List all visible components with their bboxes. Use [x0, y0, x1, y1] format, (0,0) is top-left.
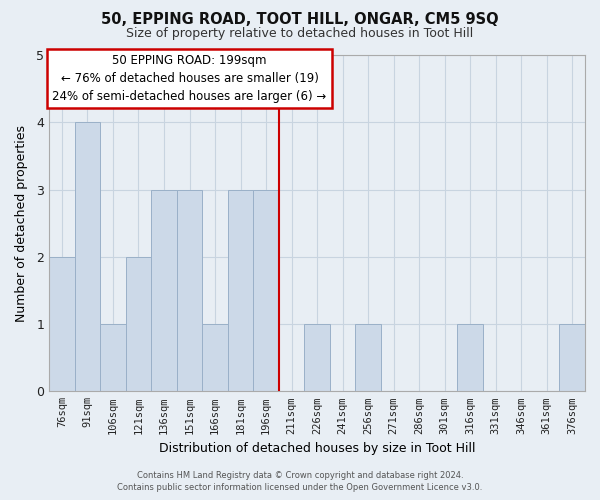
Bar — [228, 190, 253, 392]
X-axis label: Distribution of detached houses by size in Toot Hill: Distribution of detached houses by size … — [159, 442, 475, 455]
Bar — [126, 257, 151, 392]
Bar — [559, 324, 585, 392]
Bar — [75, 122, 100, 392]
Bar — [457, 324, 483, 392]
Bar — [177, 190, 202, 392]
Bar — [355, 324, 381, 392]
Bar — [49, 257, 75, 392]
Text: Contains HM Land Registry data © Crown copyright and database right 2024.
Contai: Contains HM Land Registry data © Crown c… — [118, 471, 482, 492]
Text: 50 EPPING ROAD: 199sqm
← 76% of detached houses are smaller (19)
24% of semi-det: 50 EPPING ROAD: 199sqm ← 76% of detached… — [52, 54, 326, 103]
Bar — [253, 190, 279, 392]
Bar — [202, 324, 228, 392]
Bar — [100, 324, 126, 392]
Bar — [304, 324, 330, 392]
Bar — [151, 190, 177, 392]
Y-axis label: Number of detached properties: Number of detached properties — [15, 124, 28, 322]
Text: 50, EPPING ROAD, TOOT HILL, ONGAR, CM5 9SQ: 50, EPPING ROAD, TOOT HILL, ONGAR, CM5 9… — [101, 12, 499, 28]
Text: Size of property relative to detached houses in Toot Hill: Size of property relative to detached ho… — [127, 28, 473, 40]
